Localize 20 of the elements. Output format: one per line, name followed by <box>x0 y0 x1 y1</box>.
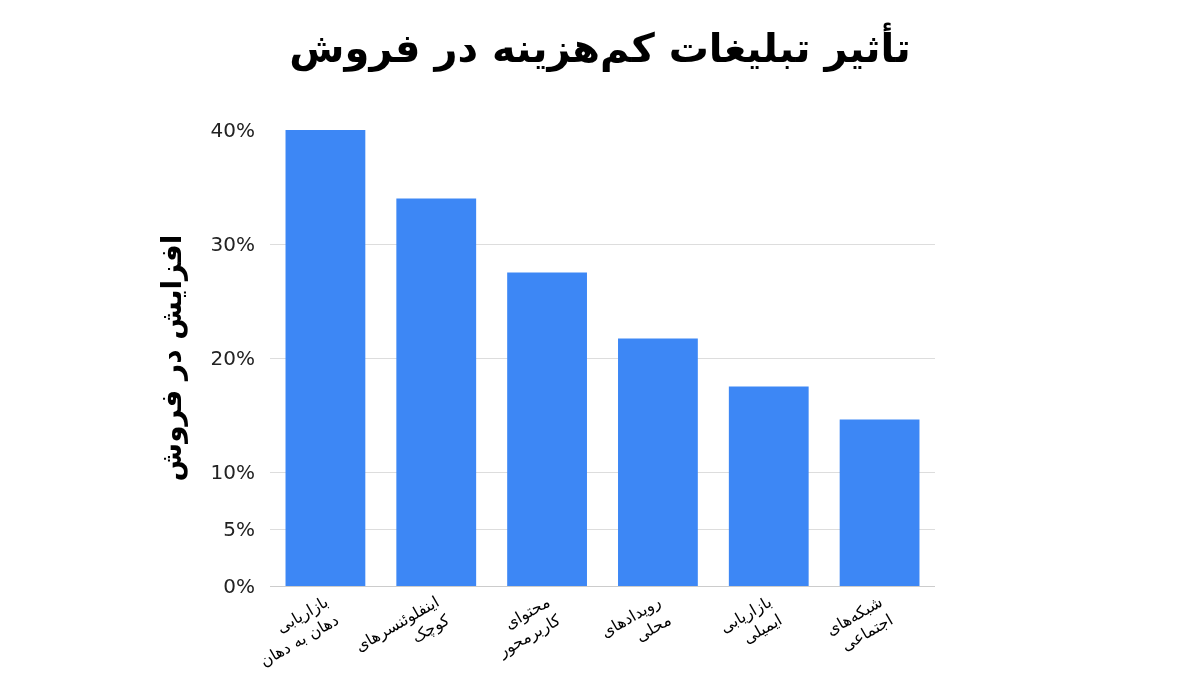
y-tick-label: 0% <box>223 574 255 598</box>
bar <box>618 338 698 586</box>
bar <box>285 130 366 586</box>
bar <box>728 386 809 586</box>
x-tick-label: رویدادهای محلی <box>597 592 675 646</box>
x-tick-label: محتوای کاربرمحور <box>493 592 565 663</box>
x-tick-label: اینفلوئنسرهای کوچک <box>351 592 454 657</box>
chart-title: تأثیر تبلیغات کم‌هزینه در فروش <box>289 22 911 73</box>
y-tick-label: 10% <box>210 460 255 484</box>
bar <box>507 272 587 586</box>
x-tick-label: بازاریابی ایمیلی <box>716 592 786 648</box>
y-tick-label: 20% <box>210 346 255 370</box>
y-axis-title: افزایش در فروش <box>155 234 189 482</box>
y-tick-label: 40% <box>210 118 255 142</box>
bar <box>839 419 920 586</box>
y-tick-label: 30% <box>210 232 255 256</box>
x-tick-label: شبکه‌های اجتماعی <box>822 592 896 655</box>
x-tick-label: بازاریابی دهان به دهان <box>256 592 342 671</box>
bar <box>396 198 477 586</box>
y-tick-label: 5% <box>223 517 255 541</box>
